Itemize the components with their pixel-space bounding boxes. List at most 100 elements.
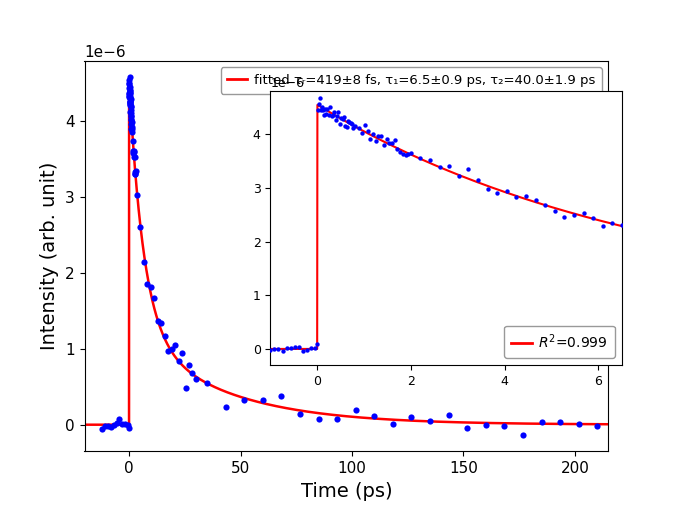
Point bbox=[125, 108, 136, 116]
Point bbox=[281, 344, 292, 352]
Point bbox=[502, 187, 512, 195]
Point bbox=[325, 102, 336, 111]
Point bbox=[129, 153, 140, 161]
Point bbox=[499, 422, 510, 430]
Point bbox=[289, 343, 300, 351]
Point bbox=[126, 125, 137, 133]
Point bbox=[415, 154, 426, 162]
Point bbox=[139, 258, 149, 266]
Point bbox=[180, 384, 191, 392]
Point bbox=[341, 123, 352, 131]
Point bbox=[387, 420, 398, 428]
Point bbox=[129, 148, 140, 156]
Point bbox=[397, 150, 408, 158]
Point bbox=[125, 112, 136, 120]
Point bbox=[130, 167, 141, 175]
Point bbox=[220, 403, 231, 411]
Point bbox=[100, 422, 111, 430]
Point bbox=[97, 425, 107, 433]
Point bbox=[117, 420, 128, 428]
Point bbox=[313, 415, 324, 423]
Point bbox=[339, 114, 349, 122]
Point bbox=[521, 192, 531, 200]
Point bbox=[569, 211, 579, 220]
Point bbox=[550, 207, 560, 215]
Point bbox=[124, 76, 135, 84]
Point bbox=[149, 294, 160, 302]
Point bbox=[285, 344, 296, 352]
Point bbox=[145, 283, 156, 292]
Point bbox=[320, 110, 331, 118]
Point bbox=[573, 420, 584, 428]
Point bbox=[125, 97, 136, 105]
Point bbox=[152, 317, 163, 325]
Point bbox=[124, 92, 135, 100]
Point bbox=[293, 343, 304, 351]
Point bbox=[124, 92, 135, 100]
Point bbox=[559, 212, 570, 221]
Point bbox=[350, 406, 361, 414]
Point bbox=[120, 420, 130, 428]
Point bbox=[403, 150, 414, 158]
Point bbox=[124, 80, 135, 88]
Point bbox=[379, 140, 389, 149]
Point bbox=[335, 120, 345, 128]
Point bbox=[124, 100, 135, 108]
Point bbox=[124, 98, 135, 106]
Point bbox=[462, 424, 473, 432]
Point bbox=[128, 147, 139, 155]
Point bbox=[587, 214, 598, 222]
Point bbox=[130, 169, 141, 177]
Point bbox=[124, 94, 135, 102]
Point bbox=[170, 341, 180, 349]
Point bbox=[373, 132, 384, 140]
Point bbox=[258, 396, 268, 405]
X-axis label: Time (ps): Time (ps) bbox=[301, 482, 392, 500]
Point bbox=[357, 129, 368, 137]
Point bbox=[126, 106, 137, 114]
Point bbox=[273, 345, 284, 353]
Point bbox=[125, 99, 136, 107]
Point bbox=[314, 99, 324, 107]
Point bbox=[337, 115, 348, 123]
Point bbox=[131, 191, 142, 199]
Point bbox=[125, 102, 136, 110]
Point bbox=[122, 421, 133, 429]
Point bbox=[176, 349, 187, 357]
Point bbox=[269, 345, 280, 353]
Point bbox=[463, 164, 474, 172]
Point bbox=[124, 87, 135, 95]
Point bbox=[578, 209, 589, 217]
Point bbox=[425, 417, 435, 425]
Point bbox=[111, 419, 122, 427]
Point bbox=[555, 418, 566, 426]
Point bbox=[332, 415, 343, 423]
Point bbox=[312, 340, 322, 348]
Point bbox=[124, 84, 135, 92]
Point bbox=[127, 128, 138, 136]
Point bbox=[370, 137, 381, 145]
Point bbox=[125, 101, 136, 109]
Point bbox=[128, 137, 139, 145]
Point bbox=[392, 145, 403, 153]
Point bbox=[126, 108, 137, 117]
Point bbox=[328, 112, 339, 120]
Point bbox=[425, 156, 435, 164]
Point bbox=[598, 222, 608, 230]
Point bbox=[530, 196, 541, 204]
Point bbox=[321, 104, 332, 113]
Point bbox=[316, 105, 327, 114]
Point bbox=[482, 185, 493, 193]
Point bbox=[368, 130, 379, 138]
Point bbox=[126, 118, 137, 126]
Point bbox=[124, 89, 135, 97]
Point bbox=[277, 347, 288, 355]
Point bbox=[395, 149, 406, 157]
Point bbox=[369, 412, 380, 420]
Point bbox=[125, 120, 136, 128]
Point bbox=[135, 223, 146, 231]
Point bbox=[332, 112, 343, 120]
Point bbox=[317, 103, 328, 112]
Point bbox=[318, 111, 329, 119]
Point bbox=[360, 121, 370, 129]
